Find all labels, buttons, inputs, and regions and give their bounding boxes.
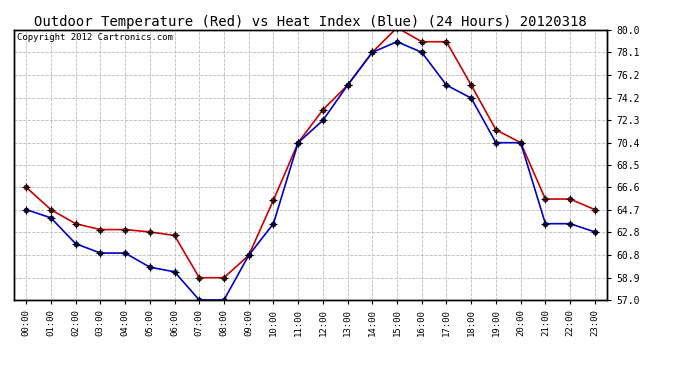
Title: Outdoor Temperature (Red) vs Heat Index (Blue) (24 Hours) 20120318: Outdoor Temperature (Red) vs Heat Index … [34, 15, 587, 29]
Text: Copyright 2012 Cartronics.com: Copyright 2012 Cartronics.com [17, 33, 172, 42]
